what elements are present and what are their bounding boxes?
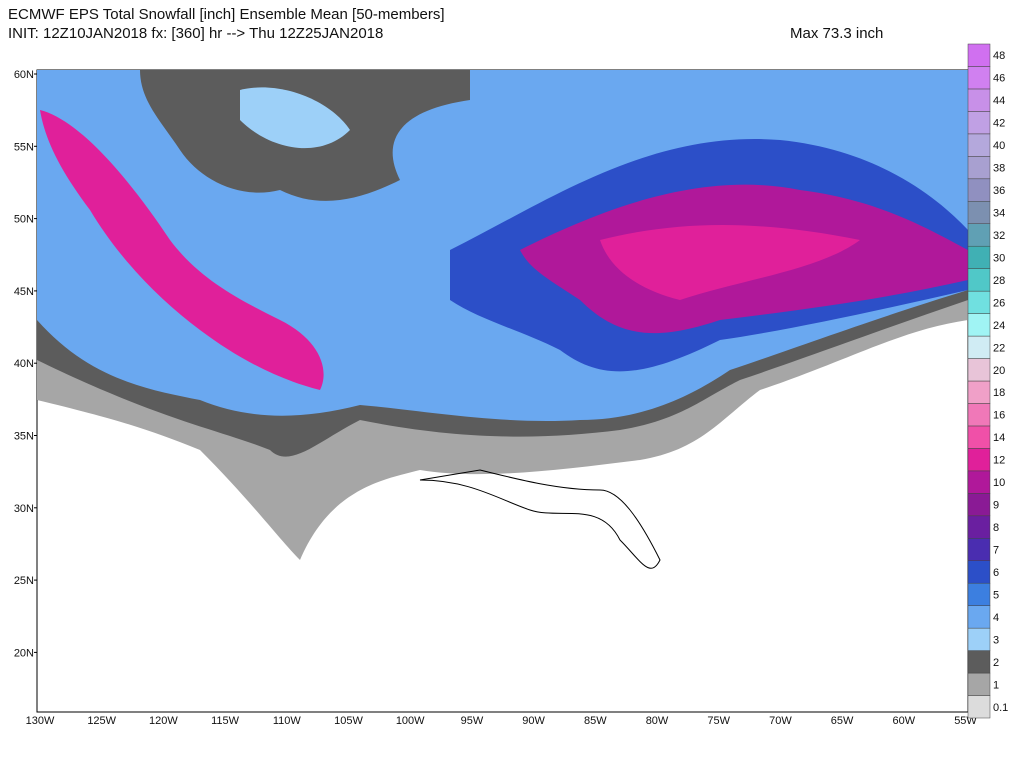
lat-label: 60N (14, 69, 34, 81)
colorbar-label: 20 (993, 365, 1005, 377)
colorbar-label: 34 (993, 208, 1005, 220)
colorbar-swatch (967, 425, 991, 449)
colorbar-label: 28 (993, 275, 1005, 287)
lat-label: 35N (14, 431, 34, 443)
lon-label: 75W (707, 715, 730, 727)
colorbar-swatch (967, 448, 991, 472)
west-band (40, 110, 324, 390)
lon-label: 95W (461, 715, 484, 727)
colorbar-swatch (967, 650, 991, 674)
colorbar-label: 10 (993, 477, 1005, 489)
colorbar-label: 40 (993, 140, 1005, 152)
colorbar-label: 16 (993, 410, 1005, 422)
lon-label: 70W (769, 715, 792, 727)
colorbar-swatch (967, 672, 991, 696)
colorbar-swatch (967, 133, 991, 157)
colorbar-label: 30 (993, 252, 1005, 264)
lon-label: 85W (584, 715, 607, 727)
colorbar-swatch (967, 695, 991, 719)
colorbar-swatch (967, 515, 991, 539)
lat-label: 45N (14, 286, 34, 298)
lat-label: 30N (14, 503, 34, 515)
colorbar-swatch (967, 605, 991, 629)
colorbar-swatch (967, 627, 991, 651)
colorbar-label: 9 (993, 500, 999, 512)
colorbar-swatch (967, 268, 991, 292)
colorbar-label: 44 (993, 95, 1005, 107)
colorbar-label: 3 (993, 634, 999, 646)
max-value: Max 73.3 inch (790, 25, 883, 42)
colorbar-swatch (967, 313, 991, 337)
light-prairie (240, 87, 350, 149)
map-area (36, 69, 969, 713)
colorbar-label: 42 (993, 118, 1005, 130)
colorbar-label: 4 (993, 612, 999, 624)
colorbar-label: 38 (993, 163, 1005, 175)
colorbar-swatch (967, 66, 991, 90)
colorbar-swatch (967, 223, 991, 247)
colorbar-swatch (967, 111, 991, 135)
lat-label: 40N (14, 358, 34, 370)
colorbar-label: 36 (993, 185, 1005, 197)
colorbar-label: 6 (993, 567, 999, 579)
lon-label: 110W (273, 715, 302, 727)
colorbar-label: 14 (993, 432, 1005, 444)
colorbar-swatch (967, 156, 991, 180)
colorbar-swatch (967, 538, 991, 561)
lon-label: 90W (522, 715, 545, 727)
colorbar-label: 5 (993, 589, 999, 601)
colorbar-swatch (967, 358, 991, 382)
colorbar-swatch (967, 178, 991, 202)
colorbar-label: 2 (993, 657, 999, 669)
colorbar-label: 18 (993, 387, 1005, 399)
colorbar-label: 48 (993, 50, 1005, 62)
colorbar-swatch (967, 493, 991, 517)
lon-label: 60W (892, 715, 915, 727)
colorbar-label: 12 (993, 455, 1005, 467)
lon-label: 80W (646, 715, 669, 727)
colorbar-swatch (967, 470, 991, 494)
map-title: ECMWF EPS Total Snowfall [inch] Ensemble… (8, 6, 445, 23)
colorbar-swatch (967, 582, 991, 606)
lon-label: 130W (26, 715, 55, 727)
lon-label: 100W (396, 715, 425, 727)
colorbar-label: 0.1 (993, 702, 1008, 714)
map-subtitle: INIT: 12Z10JAN2018 fx: [360] hr --> Thu … (8, 25, 383, 42)
colorbar-swatch (967, 403, 991, 427)
colorbar-label: 22 (993, 342, 1005, 354)
colorbar: 0.11234567891012141618202224262830323436… (967, 43, 1008, 719)
colorbar-label: 26 (993, 297, 1005, 309)
lon-labels: 130W 125W 120W 115W 110W 105W 100W 95W 90W 85W 80W… (26, 715, 978, 727)
gulf-coast (419, 469, 661, 569)
colorbar-label: 32 (993, 230, 1005, 242)
lat-labels: 60N 55N 50N 45N 40N 35N 30N 25N 20N (14, 69, 37, 659)
lon-label: 105W (334, 715, 363, 727)
lat-label: 55N (14, 141, 34, 153)
colorbar-swatch (967, 88, 991, 112)
lon-label: 65W (831, 715, 854, 727)
colorbar-swatch (967, 245, 991, 269)
peak-band (600, 225, 860, 300)
colorbar-label: 7 (993, 545, 999, 557)
colorbar-swatch (967, 290, 991, 314)
lat-label: 25N (14, 575, 34, 587)
colorbar-label: 8 (993, 522, 999, 534)
colorbar-label: 46 (993, 73, 1005, 85)
colorbar-swatch (967, 43, 991, 67)
colorbar-swatch (967, 201, 991, 224)
lat-label: 50N (14, 214, 34, 226)
lon-label: 115W (211, 715, 240, 727)
lon-label: 125W (87, 715, 116, 727)
colorbar-label: 1 (993, 679, 999, 691)
lon-label: 120W (149, 715, 178, 727)
colorbar-swatch (967, 560, 991, 584)
lat-label: 20N (14, 647, 34, 659)
colorbar-swatch (967, 335, 991, 359)
colorbar-label: 24 (993, 320, 1005, 332)
colorbar-swatch (967, 380, 991, 404)
